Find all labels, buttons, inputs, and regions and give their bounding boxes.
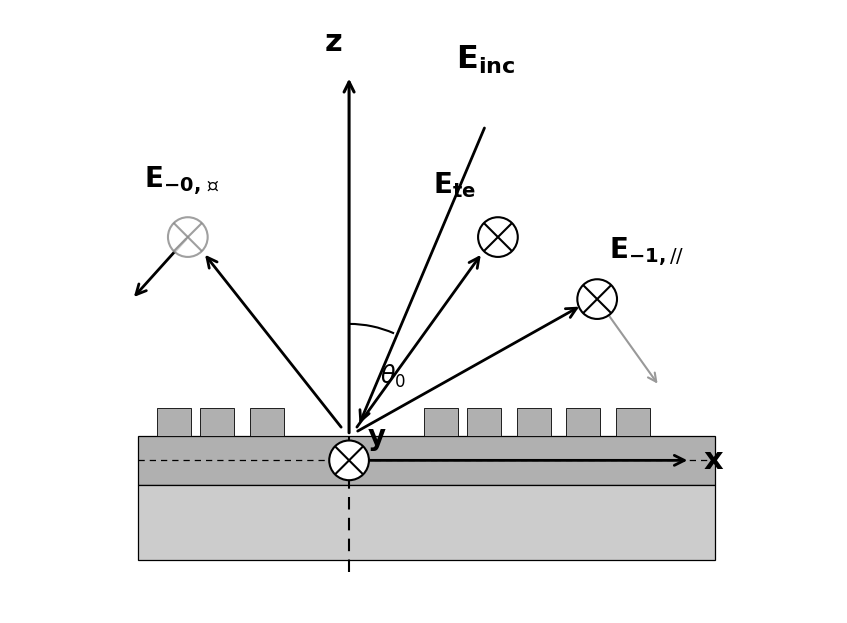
Text: $\mathbf{E_{te}}$: $\mathbf{E_{te}}$ — [433, 170, 476, 200]
Text: $\mathbf{z}$: $\mathbf{z}$ — [324, 28, 343, 57]
Bar — [157, 407, 191, 435]
Text: $\mathbf{E_{-1,\mathit{//}}}$: $\mathbf{E_{-1,\mathit{//}}}$ — [609, 235, 684, 268]
Bar — [566, 407, 601, 435]
Bar — [467, 407, 501, 435]
Circle shape — [168, 217, 208, 257]
Bar — [250, 407, 284, 435]
Bar — [200, 407, 235, 435]
Circle shape — [478, 217, 518, 257]
Bar — [424, 407, 457, 435]
Text: $\mathbf{E_{-0,\perp}}$: $\mathbf{E_{-0,\perp}}$ — [144, 164, 219, 197]
Circle shape — [578, 279, 617, 319]
Text: $\mathbf{E_{inc}}$: $\mathbf{E_{inc}}$ — [456, 44, 515, 76]
Circle shape — [329, 440, 369, 480]
Text: $\mathbf{y}$: $\mathbf{y}$ — [368, 425, 387, 453]
Bar — [138, 435, 715, 485]
Bar — [616, 407, 650, 435]
Bar — [138, 485, 715, 559]
Text: $\theta_0$: $\theta_0$ — [379, 363, 406, 390]
Text: $\mathbf{x}$: $\mathbf{x}$ — [703, 446, 724, 475]
Bar — [517, 407, 551, 435]
